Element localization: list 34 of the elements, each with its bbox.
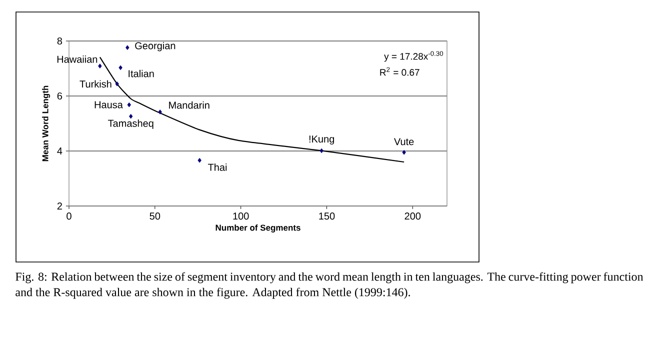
x-tick-label: 50 xyxy=(150,212,160,220)
y-tick-label: 6 xyxy=(57,92,62,100)
y-tick-label: 4 xyxy=(57,148,62,154)
annotation: y = 17.28x$^{-0.30}$ xyxy=(384,51,444,62)
x-tick-label: 100 xyxy=(233,212,249,220)
x-tick-label: 200 xyxy=(404,212,421,220)
x-tick-label: 150 xyxy=(319,212,335,220)
annotation: !Kung xyxy=(309,136,334,145)
annotation: Italian xyxy=(128,70,154,78)
x-tick-label: 0 xyxy=(66,212,72,220)
annotation: R$^{2}$ = 0.67 xyxy=(380,67,420,76)
point xyxy=(320,148,324,154)
point xyxy=(129,114,133,119)
annotation: Turkish xyxy=(80,80,112,88)
annotation: Georgian xyxy=(135,42,176,52)
point xyxy=(126,45,130,50)
point xyxy=(402,150,406,155)
caption: Fig. 8: Relation between the size of segment inventory and the word mean length in ten languages. The curve-fitting power function and the R-squared value are shown in the figure. Adapted from Nettle (1999:146). xyxy=(16,272,644,299)
point xyxy=(115,82,119,86)
point xyxy=(198,158,202,163)
y-tick-label: 8 xyxy=(57,37,62,45)
y-axis-title: Mean Word Length xyxy=(42,86,50,162)
point xyxy=(98,64,102,68)
annotation: Mandarin xyxy=(169,101,210,109)
y-tick-label: 2 xyxy=(57,202,62,210)
point xyxy=(127,102,131,108)
point xyxy=(118,65,122,70)
annotation: Hawaiian xyxy=(57,55,98,63)
point xyxy=(158,110,162,114)
annotation: Thai xyxy=(208,164,227,171)
x-axis-title: Number of Segments xyxy=(216,224,300,232)
annotation: Hausa xyxy=(94,101,123,108)
annotation: Vute xyxy=(394,138,414,146)
annotation: Tamasheq xyxy=(108,120,154,129)
